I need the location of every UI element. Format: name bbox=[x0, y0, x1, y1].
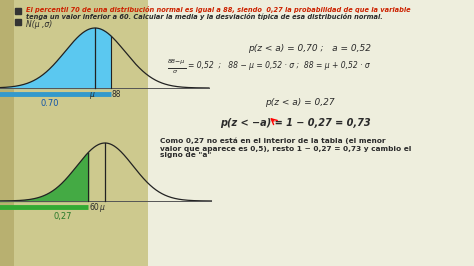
Text: p(z < −a) = 1 − 0,27 = 0,73: p(z < −a) = 1 − 0,27 = 0,73 bbox=[219, 118, 370, 128]
Text: 0,27: 0,27 bbox=[54, 212, 72, 221]
Text: Como 0,27 no está en el interior de la tabla (el menor
valor que aparece es 0,5): Como 0,27 no está en el interior de la t… bbox=[160, 138, 411, 159]
Text: tenga un valor inferior a 60. Calcular la media y la desviación típica de esa di: tenga un valor inferior a 60. Calcular l… bbox=[26, 13, 383, 20]
Text: μ: μ bbox=[89, 90, 94, 99]
Bar bbox=[148, 0, 474, 266]
Text: μ: μ bbox=[99, 203, 104, 212]
Text: N(μ ,σ): N(μ ,σ) bbox=[26, 20, 52, 29]
Bar bbox=[0, 0, 14, 266]
Text: 88−μ: 88−μ bbox=[168, 59, 185, 64]
Text: σ: σ bbox=[173, 69, 177, 74]
Text: 88: 88 bbox=[111, 90, 121, 99]
Text: El percentil 70 de una distribución normal es igual a 88, siendo  0,27 la probab: El percentil 70 de una distribución norm… bbox=[26, 6, 410, 13]
Text: = 0,52  ;   88 − μ = 0,52 · σ ;  88 = μ + 0,52 · σ: = 0,52 ; 88 − μ = 0,52 · σ ; 88 = μ + 0,… bbox=[188, 61, 370, 70]
Text: 0.70: 0.70 bbox=[41, 99, 59, 108]
Text: 60: 60 bbox=[89, 203, 99, 212]
Text: p(z < a) = 0,27: p(z < a) = 0,27 bbox=[265, 98, 335, 107]
Text: p(z < a) = 0,70 ;   a = 0,52: p(z < a) = 0,70 ; a = 0,52 bbox=[248, 44, 372, 53]
